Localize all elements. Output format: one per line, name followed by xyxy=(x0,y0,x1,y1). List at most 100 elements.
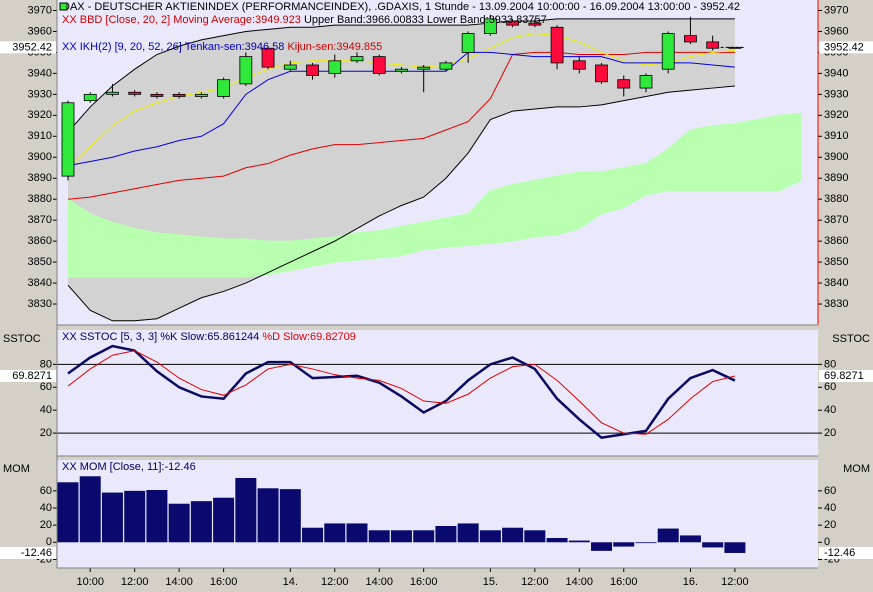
candle-body xyxy=(283,64,297,70)
last-value-label: -12.46 xyxy=(824,547,855,559)
candle-body xyxy=(395,68,408,72)
indicator-line xyxy=(67,344,736,439)
panel-label: SSTOC xyxy=(3,333,41,345)
indicator-line xyxy=(67,350,736,435)
y-tick-label: 3830 xyxy=(28,298,52,310)
legend-text: XX BBD [Close, 20, 2] Moving Average:394… xyxy=(62,14,301,26)
x-tick-label: 16:00 xyxy=(210,576,238,588)
legend-text: DAX - DEUTSCHER AKTIENINDEX (PERFORMANCE… xyxy=(62,1,740,13)
y-tick-label: 20 xyxy=(824,427,836,439)
y-tick-label: 60 xyxy=(824,381,836,393)
x-tick-label: 12:00 xyxy=(721,576,749,588)
candle-body xyxy=(439,62,453,70)
price-plot xyxy=(61,14,802,322)
candle-body xyxy=(306,64,319,76)
candle-body xyxy=(483,18,497,34)
bar xyxy=(346,523,368,543)
bar xyxy=(257,488,279,543)
y-tick-label: 3840 xyxy=(824,277,848,289)
last-value-label: -12.46 xyxy=(21,547,52,559)
legend-entry: XX MOM [Close, 11]:-12.46 xyxy=(62,461,196,473)
legend-entry: XX SSTOC [5, 3, 3] %K Slow:65.861244 %D … xyxy=(62,331,356,343)
bar xyxy=(124,490,146,543)
legend-text: XX MOM [Close, 11]:-12.46 xyxy=(62,461,196,473)
y-tick-label: 0 xyxy=(824,536,830,548)
value-badge xyxy=(819,370,873,383)
y-tick-label: 3850 xyxy=(824,256,848,268)
y-tick-label: 3940 xyxy=(824,67,848,79)
x-tick-label: 14. xyxy=(283,576,298,588)
bar xyxy=(479,530,501,543)
last-value-label: 3952.42 xyxy=(824,41,864,53)
candle-body xyxy=(706,41,720,49)
candle-body xyxy=(506,20,520,26)
sstoc-panel xyxy=(57,330,818,456)
bar xyxy=(368,530,390,543)
panel-label: SSTOC xyxy=(832,333,870,345)
bar xyxy=(57,482,79,543)
y-tick-label: 3910 xyxy=(28,130,52,142)
legend-icon xyxy=(59,2,68,11)
x-tick-label: 14:00 xyxy=(566,576,594,588)
bar xyxy=(235,478,257,543)
value-badge xyxy=(819,41,873,54)
y-tick-label: 3840 xyxy=(28,277,52,289)
y-tick-label: 3890 xyxy=(824,172,848,184)
bar xyxy=(568,540,590,543)
x-tick-label: 14:00 xyxy=(365,576,393,588)
candle-body xyxy=(595,64,608,83)
cloud-fill xyxy=(68,113,802,277)
panel-label: MOM xyxy=(843,463,870,475)
bar xyxy=(190,501,212,543)
panel-label: MOM xyxy=(3,463,30,475)
y-tick-label: 3920 xyxy=(28,109,52,121)
y-tick-label: 3830 xyxy=(824,298,848,310)
indicator-line xyxy=(67,85,735,322)
candle-body xyxy=(61,102,75,177)
y-tick-label: 20 xyxy=(824,519,836,531)
bar xyxy=(302,527,324,543)
value-badge xyxy=(0,546,56,559)
x-tick-label: 12:00 xyxy=(121,576,149,588)
y-tick-label: 3960 xyxy=(824,25,848,37)
bar xyxy=(213,497,235,543)
x-tick-label: 12:00 xyxy=(321,576,349,588)
y-tick-label: 20 xyxy=(40,519,52,531)
x-tick-label: 10:00 xyxy=(76,576,104,588)
candle-body xyxy=(550,26,564,64)
y-tick-label: 40 xyxy=(824,502,836,514)
candle-body xyxy=(328,60,342,74)
last-value-label: 3952.42 xyxy=(12,41,52,53)
mom-plot xyxy=(57,476,746,553)
bar xyxy=(413,530,435,543)
candle-body xyxy=(572,60,586,70)
y-tick-label: 3970 xyxy=(28,4,52,16)
bar xyxy=(679,535,701,543)
candle-body xyxy=(350,56,364,62)
y-tick-label: 40 xyxy=(824,404,836,416)
bar xyxy=(591,542,613,551)
candle-body xyxy=(461,33,475,53)
candle-body xyxy=(372,56,386,74)
y-tick-label: 3920 xyxy=(824,109,848,121)
legend-entry: XX IKH(2) [9, 20, 52, 26] Tenkan-sen:394… xyxy=(62,41,382,53)
legend-text: XX SSTOC [5, 3, 3] %K Slow:65.861244 xyxy=(62,331,259,343)
y-tick-label: 60 xyxy=(40,381,52,393)
last-value-label: 69.8271 xyxy=(824,370,864,382)
bar xyxy=(79,476,101,543)
legend-entry: DAX - DEUTSCHER AKTIENINDEX (PERFORMANCE… xyxy=(62,1,740,13)
x-tick-label: 16. xyxy=(683,576,698,588)
last-value-label: 69.8271 xyxy=(12,370,52,382)
indicator-line xyxy=(67,51,735,200)
legend-text: %D Slow:69.82709 xyxy=(259,331,356,343)
bar xyxy=(702,542,724,548)
y-tick-label: 3880 xyxy=(824,193,848,205)
x-tick-label: 14:00 xyxy=(165,576,193,588)
candle-body xyxy=(83,93,97,102)
bar xyxy=(613,542,635,547)
candle-body xyxy=(106,91,119,95)
x-tick-label: 15. xyxy=(483,576,498,588)
bar xyxy=(457,523,479,543)
cloud-edge xyxy=(68,179,802,278)
